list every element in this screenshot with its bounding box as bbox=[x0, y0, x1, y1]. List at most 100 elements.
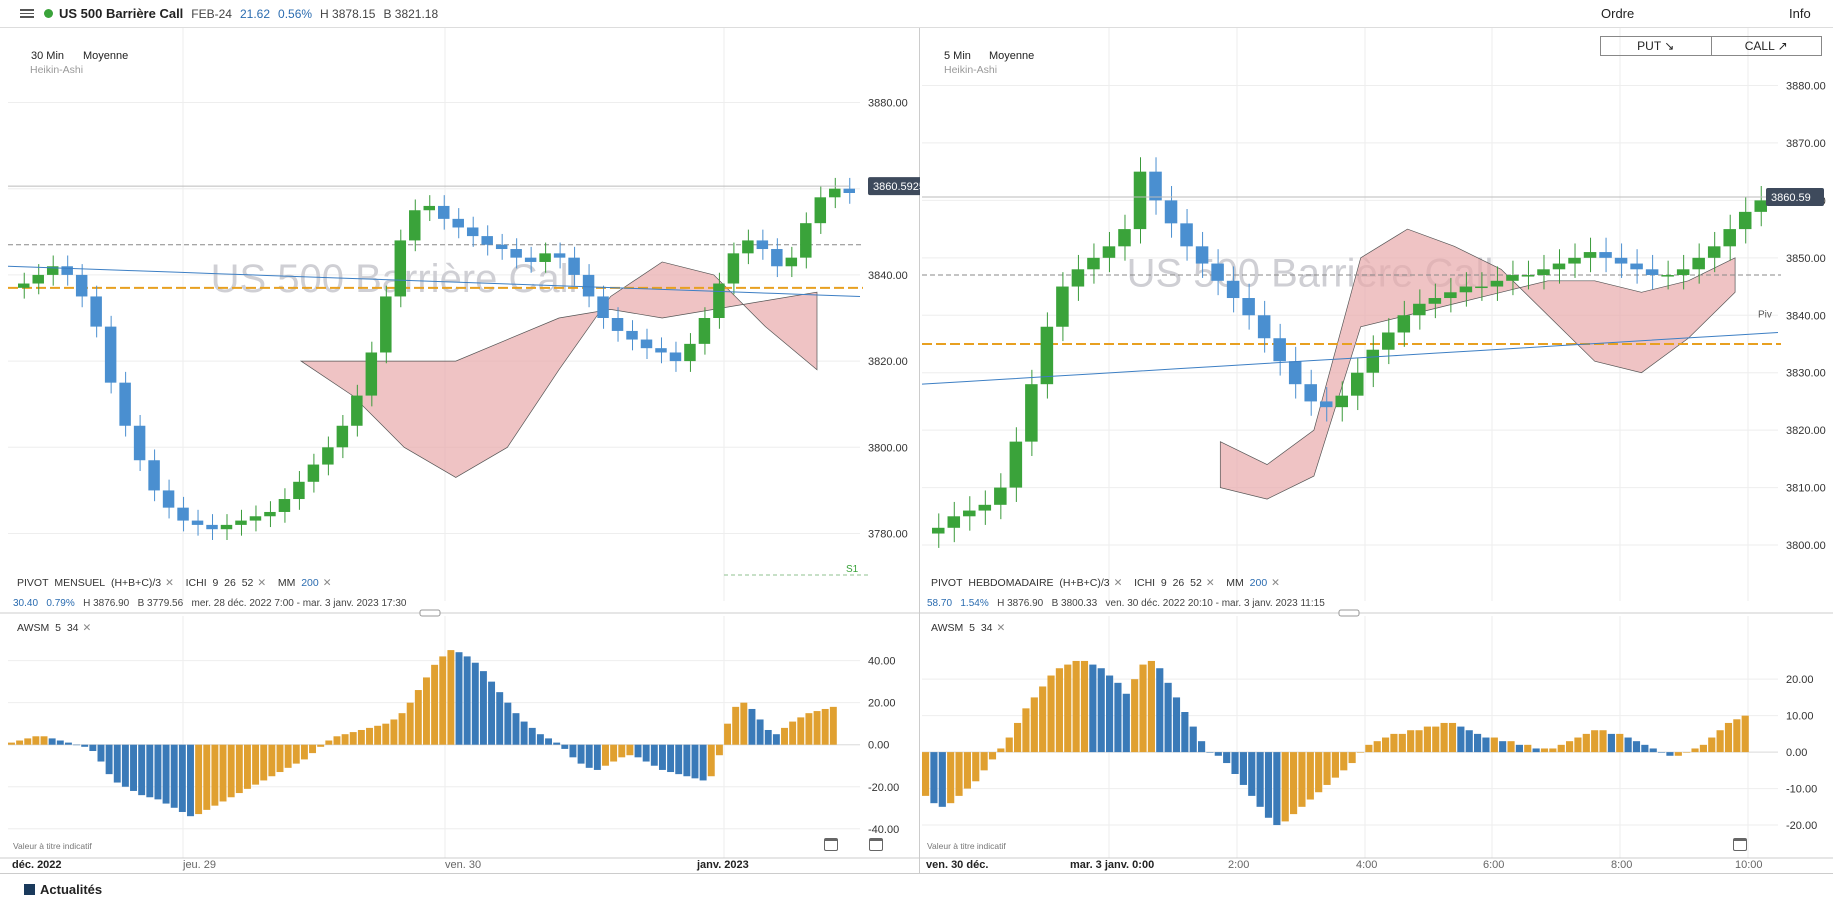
ichi-p3: 52 bbox=[241, 577, 254, 589]
awsm-bar bbox=[997, 748, 1005, 753]
candle bbox=[626, 330, 638, 340]
remove-ichi-icon[interactable]: ✕ bbox=[257, 577, 267, 589]
info-link[interactable]: Info bbox=[1789, 6, 1811, 21]
ichi-p2: 26 bbox=[224, 577, 236, 589]
chart-panel-5min[interactable]: US 500 Barrière Call 3800.00 3810.00 3820.0… bbox=[920, 28, 1833, 873]
awsm-bar bbox=[740, 702, 748, 745]
awsm-bar bbox=[1097, 668, 1105, 753]
awsm-bar bbox=[260, 744, 268, 781]
awsm-bar bbox=[938, 752, 946, 807]
remove-pivot-icon[interactable]: ✕ bbox=[165, 577, 174, 589]
stats-high: H 3876.90 bbox=[997, 598, 1044, 609]
moving-average-line bbox=[7, 265, 861, 297]
awsm-bar bbox=[406, 702, 414, 745]
remove-awsm-icon[interactable]: ✕ bbox=[82, 622, 92, 634]
candle bbox=[553, 253, 566, 258]
awsm-bar bbox=[1632, 741, 1641, 753]
candle bbox=[994, 487, 1007, 505]
news-link[interactable]: Actualités bbox=[40, 881, 103, 897]
awsm-bar bbox=[1407, 730, 1415, 753]
candle bbox=[18, 283, 30, 288]
awsm-bar bbox=[64, 742, 72, 745]
awsm-bar bbox=[1658, 752, 1666, 753]
awsm-bar bbox=[1231, 752, 1239, 774]
awsm-bar bbox=[1683, 752, 1691, 753]
candle bbox=[640, 339, 653, 349]
awsm-bar bbox=[463, 656, 471, 745]
candle bbox=[814, 197, 827, 224]
calendar-icon[interactable] bbox=[1733, 838, 1747, 851]
chart-canvas-5min[interactable]: US 500 Barrière Call3800.003810.003820.0… bbox=[920, 28, 1833, 873]
candle bbox=[206, 524, 218, 530]
candle bbox=[351, 395, 363, 426]
interval-selector[interactable]: 30 Min bbox=[31, 50, 65, 62]
awsm-bar bbox=[178, 744, 186, 812]
price-change: 21.62 bbox=[239, 6, 271, 21]
call-button[interactable]: CALL ↗ bbox=[1744, 39, 1788, 53]
stats-high: H 3876.90 bbox=[83, 598, 130, 609]
awsm-bar bbox=[1574, 737, 1582, 753]
awsm-bar bbox=[1649, 748, 1657, 753]
awsm-bar bbox=[642, 744, 650, 762]
awsm-bar bbox=[374, 725, 382, 745]
awsm-bar bbox=[1365, 744, 1373, 753]
candle bbox=[1630, 263, 1643, 270]
awsm-bar bbox=[626, 744, 634, 756]
time-axis-label: 8:00 bbox=[1611, 859, 1632, 871]
awsm-bar bbox=[707, 744, 715, 777]
remove-mm-icon[interactable]: ✕ bbox=[322, 577, 332, 589]
awsm-bar bbox=[276, 744, 284, 773]
remove-ichi-icon[interactable]: ✕ bbox=[1205, 577, 1215, 589]
chart-canvas-30min[interactable]: US 500 Barrière Call 3780.00 3800.00 3820.0… bbox=[0, 28, 920, 873]
hamburger-menu-icon[interactable] bbox=[20, 9, 34, 18]
awsm-bar bbox=[1373, 741, 1381, 753]
awsm-bar bbox=[1256, 752, 1264, 807]
range-stats: 30.40 0.79% H 3876.90 B 3779.56 mer. 28 … bbox=[13, 598, 407, 609]
ichi-p2: 26 bbox=[1172, 577, 1185, 589]
candle bbox=[119, 382, 131, 426]
candle bbox=[1257, 315, 1271, 339]
awsm-bar bbox=[988, 752, 997, 760]
candle bbox=[1568, 257, 1581, 264]
price-mode-selector[interactable]: Moyenne bbox=[83, 50, 129, 62]
put-button[interactable]: PUT ↘ bbox=[1601, 37, 1712, 55]
candle bbox=[947, 516, 961, 528]
candle bbox=[409, 210, 421, 241]
interval-selector[interactable]: 5 Min bbox=[944, 50, 971, 62]
awsm-bar bbox=[764, 729, 772, 745]
chart-panel-30min[interactable]: US 500 Barrière Call 3780.00 3800.00 3820.0… bbox=[0, 28, 920, 873]
awsm-bar bbox=[81, 744, 89, 747]
mm-label: MM bbox=[1226, 577, 1244, 589]
indicator-legend: PIVOT MENSUEL (H+B+C)/3 ✕ ICHI 9 26 52 ✕ M… bbox=[17, 577, 332, 589]
candle bbox=[1211, 263, 1224, 281]
awsm-bar bbox=[947, 752, 955, 804]
candle bbox=[1413, 303, 1426, 316]
remove-mm-icon[interactable]: ✕ bbox=[1271, 577, 1280, 589]
awsm-bar bbox=[1398, 733, 1406, 753]
awsm-bar bbox=[8, 742, 15, 745]
candle bbox=[1490, 280, 1504, 287]
candle bbox=[1319, 401, 1333, 408]
candle bbox=[539, 253, 551, 262]
awsm-bar bbox=[972, 752, 980, 782]
awsm-bar bbox=[1607, 733, 1615, 753]
candle bbox=[1366, 349, 1380, 373]
pane-resize-handle bbox=[1338, 609, 1360, 617]
calendar-icon[interactable] bbox=[869, 838, 883, 851]
awsm-bar bbox=[195, 744, 203, 815]
awsm-bar bbox=[341, 734, 349, 745]
awsm-bar bbox=[1164, 682, 1172, 753]
price-mode-selector[interactable]: Moyenne bbox=[989, 50, 1035, 62]
order-link[interactable]: Ordre bbox=[1601, 6, 1635, 21]
remove-awsm-icon[interactable]: ✕ bbox=[996, 622, 1006, 634]
candle bbox=[1056, 286, 1069, 327]
stats-change: 30.40 bbox=[13, 598, 39, 609]
awsm-bar bbox=[1122, 693, 1130, 753]
candle bbox=[1118, 229, 1131, 247]
awsm-bar bbox=[1080, 660, 1089, 753]
awsm-p1: 5 bbox=[969, 622, 975, 634]
awsm-bar bbox=[1733, 719, 1741, 753]
awsm-bar bbox=[922, 752, 930, 796]
remove-pivot-icon[interactable]: ✕ bbox=[1113, 577, 1123, 589]
calendar-icon[interactable] bbox=[824, 838, 838, 851]
